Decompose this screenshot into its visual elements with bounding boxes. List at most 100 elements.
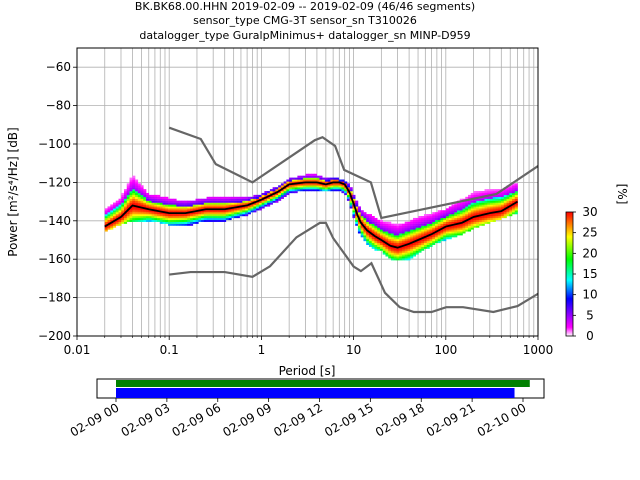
density-cell bbox=[305, 173, 309, 176]
density-cell bbox=[404, 246, 408, 249]
density-cell bbox=[209, 210, 213, 213]
density-cell bbox=[165, 200, 169, 203]
density-cell bbox=[157, 194, 161, 197]
density-cell bbox=[297, 185, 301, 188]
density-cell bbox=[503, 206, 507, 209]
density-cell bbox=[426, 229, 430, 232]
density-cell bbox=[234, 208, 238, 211]
density-cell bbox=[110, 208, 114, 211]
density-cell bbox=[393, 235, 397, 238]
density-cell bbox=[363, 235, 367, 238]
density-cell bbox=[245, 208, 249, 211]
density-cell bbox=[236, 210, 240, 213]
density-cell bbox=[140, 208, 144, 211]
density-cell bbox=[448, 212, 452, 215]
density-cell bbox=[423, 239, 428, 242]
density-cell bbox=[176, 214, 180, 217]
density-cell bbox=[377, 235, 381, 238]
density-cell bbox=[151, 217, 155, 221]
density-cell bbox=[462, 223, 466, 226]
density-cell bbox=[355, 223, 359, 226]
density-cell bbox=[168, 223, 172, 226]
density-cell bbox=[514, 210, 518, 213]
density-cell bbox=[415, 248, 419, 251]
density-cell bbox=[124, 200, 128, 203]
density-cell bbox=[429, 242, 433, 245]
density-cell bbox=[445, 229, 450, 232]
density-cell bbox=[363, 231, 367, 234]
density-cell bbox=[487, 221, 491, 224]
density-cell bbox=[148, 202, 152, 205]
density-cell bbox=[302, 179, 306, 182]
y-axis: −200−180−160−140−120−100−80−60 bbox=[38, 60, 77, 343]
density-cell bbox=[132, 189, 136, 192]
density-cell bbox=[473, 202, 477, 205]
density-cell bbox=[404, 227, 408, 230]
density-cell bbox=[352, 198, 356, 201]
timeline-tick-label: 02-10 00 bbox=[475, 400, 529, 439]
density-cell bbox=[379, 237, 384, 240]
density-cell bbox=[234, 216, 238, 219]
density-cell bbox=[190, 219, 194, 222]
density-cell bbox=[173, 217, 177, 221]
density-cell bbox=[421, 231, 425, 234]
density-cell bbox=[385, 221, 389, 224]
density-cell bbox=[418, 219, 422, 222]
density-cell bbox=[228, 198, 232, 201]
density-cell bbox=[228, 216, 232, 219]
density-cell bbox=[498, 196, 502, 199]
density-cell bbox=[110, 225, 114, 228]
colorbar-tick-label: 25 bbox=[582, 226, 597, 240]
density-cell bbox=[437, 216, 441, 219]
density-cell bbox=[162, 206, 166, 209]
density-cell bbox=[357, 229, 361, 232]
density-cell bbox=[498, 194, 502, 197]
density-cell bbox=[135, 208, 139, 211]
density-cell bbox=[173, 202, 177, 205]
density-cell bbox=[506, 189, 510, 192]
density-cell bbox=[432, 242, 436, 245]
density-cell bbox=[330, 183, 334, 186]
density-cell bbox=[280, 183, 284, 186]
density-cell bbox=[454, 233, 458, 236]
density-cell bbox=[401, 237, 406, 240]
density-cell bbox=[140, 200, 144, 203]
density-cell bbox=[220, 196, 224, 199]
density-cell bbox=[129, 187, 133, 190]
density-cell bbox=[168, 206, 172, 209]
density-cell bbox=[115, 200, 119, 203]
density-cell bbox=[423, 246, 428, 249]
density-cell bbox=[162, 208, 166, 211]
density-cell bbox=[459, 198, 463, 201]
density-cell bbox=[333, 189, 337, 192]
density-cell bbox=[258, 206, 262, 209]
density-cell bbox=[126, 187, 130, 190]
density-cell bbox=[412, 225, 417, 228]
density-cell bbox=[421, 244, 425, 247]
x-tick-label: 1000 bbox=[523, 343, 554, 357]
density-cell bbox=[501, 196, 505, 199]
density-cell bbox=[283, 181, 287, 184]
y-tick-label: −60 bbox=[46, 60, 71, 74]
density-cell bbox=[300, 179, 304, 182]
density-cell bbox=[401, 235, 406, 238]
density-cell bbox=[385, 229, 389, 232]
density-cell bbox=[170, 200, 174, 203]
density-cell bbox=[107, 227, 111, 230]
density-cell bbox=[289, 185, 293, 188]
density-cell bbox=[440, 214, 444, 217]
density-cell bbox=[126, 212, 130, 215]
density-cell bbox=[479, 191, 483, 194]
density-cell bbox=[300, 175, 304, 178]
density-cell bbox=[418, 242, 422, 245]
density-cell bbox=[396, 250, 400, 253]
density-cell bbox=[253, 210, 257, 213]
density-cell bbox=[393, 237, 397, 240]
density-cell bbox=[492, 198, 496, 201]
density-cell bbox=[247, 206, 251, 209]
density-cell bbox=[168, 200, 172, 203]
density-cell bbox=[184, 202, 188, 205]
density-cell bbox=[401, 256, 406, 259]
density-cell bbox=[113, 202, 117, 205]
density-cell bbox=[434, 223, 439, 226]
